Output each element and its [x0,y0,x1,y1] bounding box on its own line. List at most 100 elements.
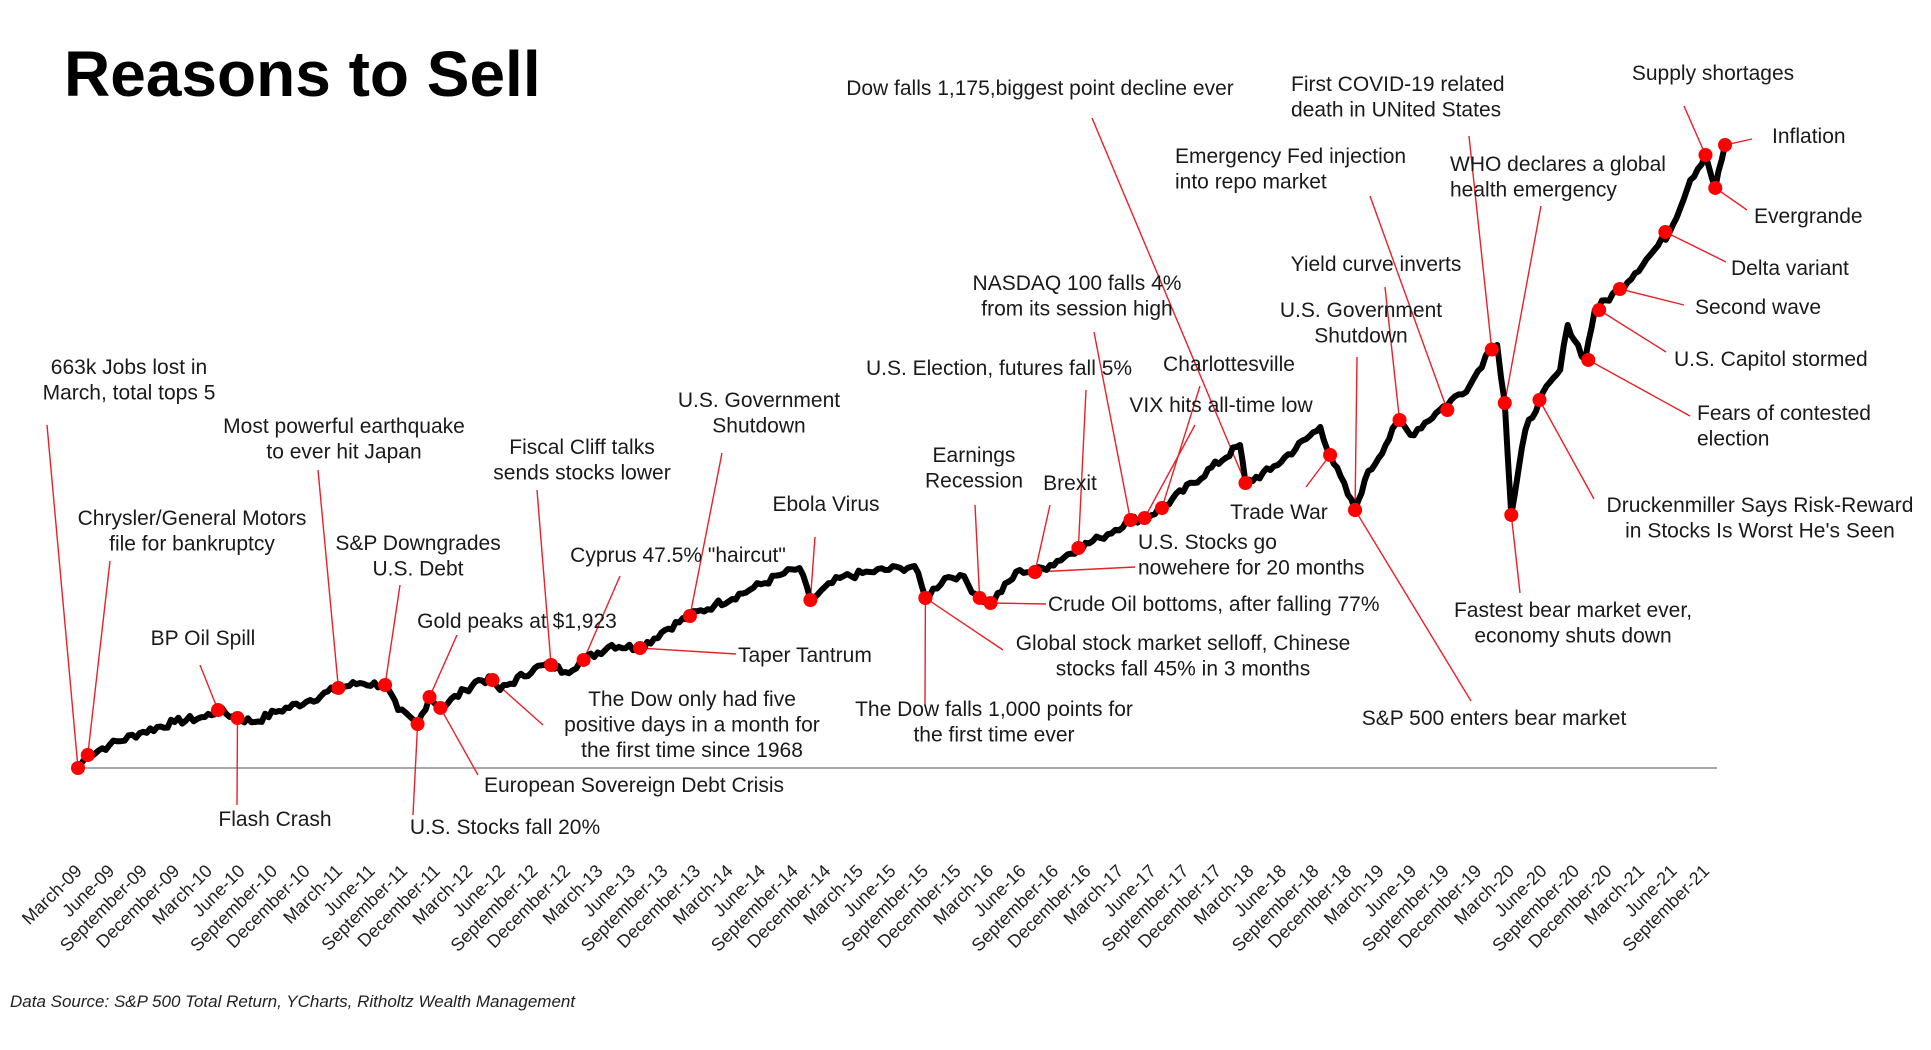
annotation-label-line: the first time ever [913,724,1074,747]
annotation-leader [1683,105,1707,156]
annotation-leader [1369,195,1448,411]
annotation-leader [924,597,1004,651]
annotation-leader [1143,424,1196,519]
chart-title: Reasons to Sell [64,38,541,110]
annotation-leader [974,504,981,599]
annotation-label-line: U.S. Election, futures fall 5% [866,357,1132,380]
annotation-label-line: NASDAQ 100 falls 4% [973,272,1182,295]
annotation-label: Taper Tantrum [738,644,872,667]
annotation-label: Fastest bear market ever, economy shuts d… [1454,599,1692,648]
event-marker [1154,501,1169,516]
annotation-label-line: health emergency [1450,179,1617,202]
event-marker [80,748,95,763]
annotation-label: U.S. Capitol stormed [1674,348,1868,371]
event-marker [378,677,393,692]
annotation-label: The Dow falls 1,000 points for the first … [855,698,1133,747]
annotation-leader [1619,288,1685,306]
annotation-label-line: Charlottesville [1163,353,1295,376]
annotation-label-line: U.S. Capitol stormed [1674,348,1868,371]
annotation-label-line: VIX hits all-time low [1129,394,1313,417]
event-marker [983,596,998,611]
annotation-label-line: Ebola Virus [772,493,879,516]
data-source-note: Data Source: S&P 500 Total Return, YChar… [10,992,576,1011]
annotation-label-line: Taper Tantrum [738,644,872,667]
annotation-label: Flash Crash [218,808,331,831]
annotation-label-line: Druckenmiller Says Risk-Reward [1607,494,1914,517]
annotation-leader [1665,231,1727,263]
annotation-label-line: 663k Jobs lost in [51,356,207,379]
event-marker [544,658,559,673]
event-marker [1718,138,1733,153]
event-marker [1123,512,1138,527]
annotation-leader [1598,309,1667,353]
annotation-label: European Sovereign Debt Crisis [484,774,784,797]
annotation-label: WHO declares a global health emergency [1450,153,1666,202]
annotation-label: Crude Oil bottoms, after falling 77% [1048,593,1380,616]
annotation-label-line: WHO declares a global [1450,153,1666,176]
event-marker [682,608,697,623]
annotation-label-line: to ever hit Japan [266,441,421,464]
annotation-label: Delta variant [1731,257,1849,280]
annotation-label: First COVID-19 related death in UNited St… [1291,73,1505,122]
event-marker [1581,352,1596,367]
annotation-label-line: Fastest bear market ever, [1454,599,1692,622]
annotation-leader [1468,135,1493,350]
annotation-leader [1091,117,1247,484]
x-axis-tick-labels: March-09June-09September-09December-09Ma… [18,861,1713,956]
annotation-label-line: Second wave [1695,296,1821,319]
event-marker [331,680,346,695]
annotation-label-line: Gold peaks at $1,923 [417,610,617,633]
event-marker [972,590,987,605]
annotation-leader [1384,286,1401,421]
annotation-label-line: S&P 500 enters bear market [1362,707,1627,730]
annotation-label-line: Global stock market selloff, Chinese [1016,632,1351,655]
event-marker [1392,412,1407,427]
annotation-label-line: economy shuts down [1474,625,1671,648]
annotation-label-line: BP Oil Spill [151,627,256,650]
annotation-label-line: Shutdown [712,415,805,438]
annotation-label: S&P Downgrades U.S. Debt [335,532,500,581]
event-marker [918,590,933,605]
annotation-label-line: Recession [925,470,1023,493]
annotation-label: Charlottesville [1163,353,1295,376]
annotation-label-line: Cyprus 47.5% "haircut" [570,544,786,567]
event-marker [1440,403,1455,418]
annotation-label-line: European Sovereign Debt Crisis [484,774,784,797]
annotation-leader [1034,504,1051,573]
event-marker [1497,396,1512,411]
annotation-leader [582,575,621,661]
annotation-label-line: in Stocks Is Worst He's Seen [1625,520,1895,543]
annotation-leader [809,536,816,601]
annotation-label: Gold peaks at $1,923 [417,610,617,633]
annotation-label-line: The Dow falls 1,000 points for [855,698,1133,721]
annotation-label-line: U.S. Stocks go [1138,531,1277,554]
annotation-label: Fears of contested election [1697,402,1871,451]
annotation-leader [1034,566,1136,573]
annotation-label-line: election [1697,428,1769,451]
annotation-label-line: Supply shortages [1632,62,1794,85]
annotation-label: Earnings Recession [925,444,1023,493]
annotation-label: U.S. Government Shutdown [1280,299,1442,348]
event-marker [71,761,85,775]
annotation-label-line: into repo market [1175,171,1327,194]
event-marker [210,703,225,718]
annotation-labels: 663k Jobs lost in March, total tops 5 Chry… [43,62,1914,839]
annotation-label-line: death in UNited States [1291,99,1501,122]
annotation-label: Second wave [1695,296,1821,319]
event-marker [410,717,425,732]
annotation-leader [1587,359,1691,417]
event-marker [633,641,648,656]
annotation-label-line: Trade War [1230,501,1328,524]
event-marker [433,700,448,715]
annotation-label-line: Inflation [1772,125,1846,148]
annotation-leader [1093,331,1132,521]
event-marker [1708,180,1723,195]
annotation-label: BP Oil Spill [151,627,256,650]
event-marker [1504,507,1519,522]
event-marker [230,711,245,726]
annotation-label-line: file for bankruptcy [109,533,275,556]
annotation-label-line: Dow falls 1,175,biggest point decline ev… [846,77,1234,100]
annotation-label-line: Delta variant [1731,257,1849,280]
annotation-label: Emergency Fed injection into repo market [1175,145,1406,194]
